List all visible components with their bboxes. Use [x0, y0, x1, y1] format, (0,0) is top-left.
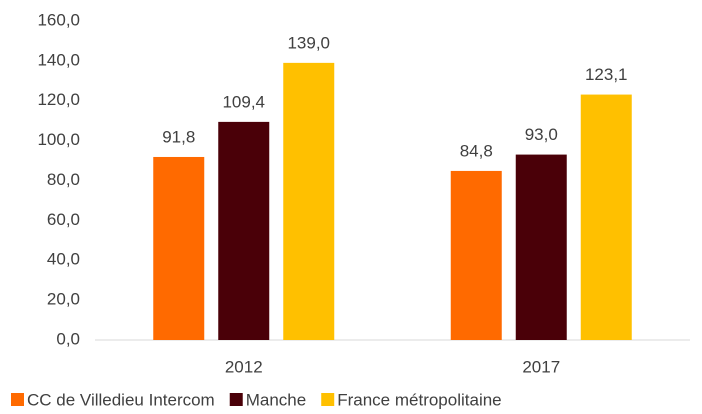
legend-label: Manche [246, 390, 306, 409]
legend-swatch [321, 393, 335, 406]
legend-label: France métropolitaine [337, 390, 501, 409]
bar [450, 170, 502, 340]
legend-swatch [11, 393, 24, 406]
y-tick-label: 160,0 [37, 10, 80, 29]
bar [153, 156, 205, 340]
y-tick-label: 100,0 [37, 130, 80, 149]
y-tick-label: 20,0 [47, 290, 80, 309]
value-label: 91,8 [162, 127, 195, 146]
bar [515, 154, 567, 340]
value-label: 84,8 [460, 141, 493, 160]
legend: CC de Villedieu Intercom Manche France mét… [11, 390, 502, 409]
value-label: 123,1 [585, 65, 628, 84]
value-label: 109,4 [222, 92, 265, 111]
value-label: 93,0 [525, 125, 558, 144]
legend-swatch [229, 393, 243, 406]
legend-label: CC de Villedieu Intercom [27, 390, 215, 409]
value-label: 139,0 [287, 33, 330, 52]
y-tick-label: 120,0 [37, 90, 80, 109]
y-tick-label: 80,0 [47, 170, 80, 189]
x-tick-label: 2017 [522, 357, 560, 376]
y-tick-label: 60,0 [47, 210, 80, 229]
bar [580, 94, 632, 341]
bar [283, 62, 335, 341]
y-tick-label: 0,0 [56, 329, 80, 348]
x-tick-label: 2012 [225, 357, 263, 376]
bar [218, 121, 270, 340]
y-tick-label: 40,0 [47, 250, 80, 269]
y-tick-label: 140,0 [37, 50, 80, 69]
